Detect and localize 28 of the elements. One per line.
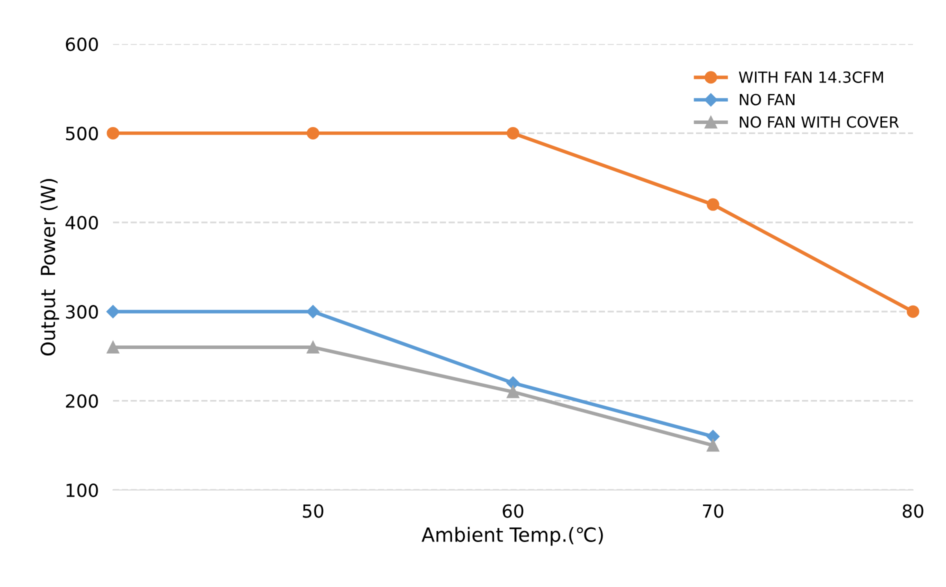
x-tick-label: 60 (502, 504, 524, 518)
y-tick-label: 500 (66, 126, 98, 140)
x-tick-label: 70 (702, 504, 724, 518)
point (506, 386, 520, 398)
point (506, 376, 520, 390)
y-tick-label: 100 (66, 483, 98, 498)
y-tick-label: 300 (66, 305, 98, 319)
legend-label: NO FAN WITH COVER (740, 116, 899, 128)
point (306, 126, 320, 140)
legend-label: WITH FAN 14.3CFM (738, 71, 883, 83)
point (106, 305, 120, 318)
point (706, 430, 720, 444)
point (106, 341, 120, 354)
y-tick-label: 600 (66, 37, 98, 52)
y-axis-title: Output Power (W) (40, 179, 60, 356)
point (706, 439, 720, 452)
point (506, 126, 520, 140)
x-tick-label: 50 (302, 504, 324, 518)
point (906, 305, 920, 318)
y-tick-label: 200 (66, 394, 98, 408)
point (306, 305, 320, 318)
x-axis-title: Ambient Temp.(℃) (422, 526, 603, 546)
x-tick-label: 80 (902, 504, 924, 518)
y-tick-label: 400 (66, 216, 98, 230)
legend-label: NO FAN (740, 94, 794, 106)
point (706, 198, 720, 211)
point (306, 341, 320, 354)
point (106, 126, 120, 140)
